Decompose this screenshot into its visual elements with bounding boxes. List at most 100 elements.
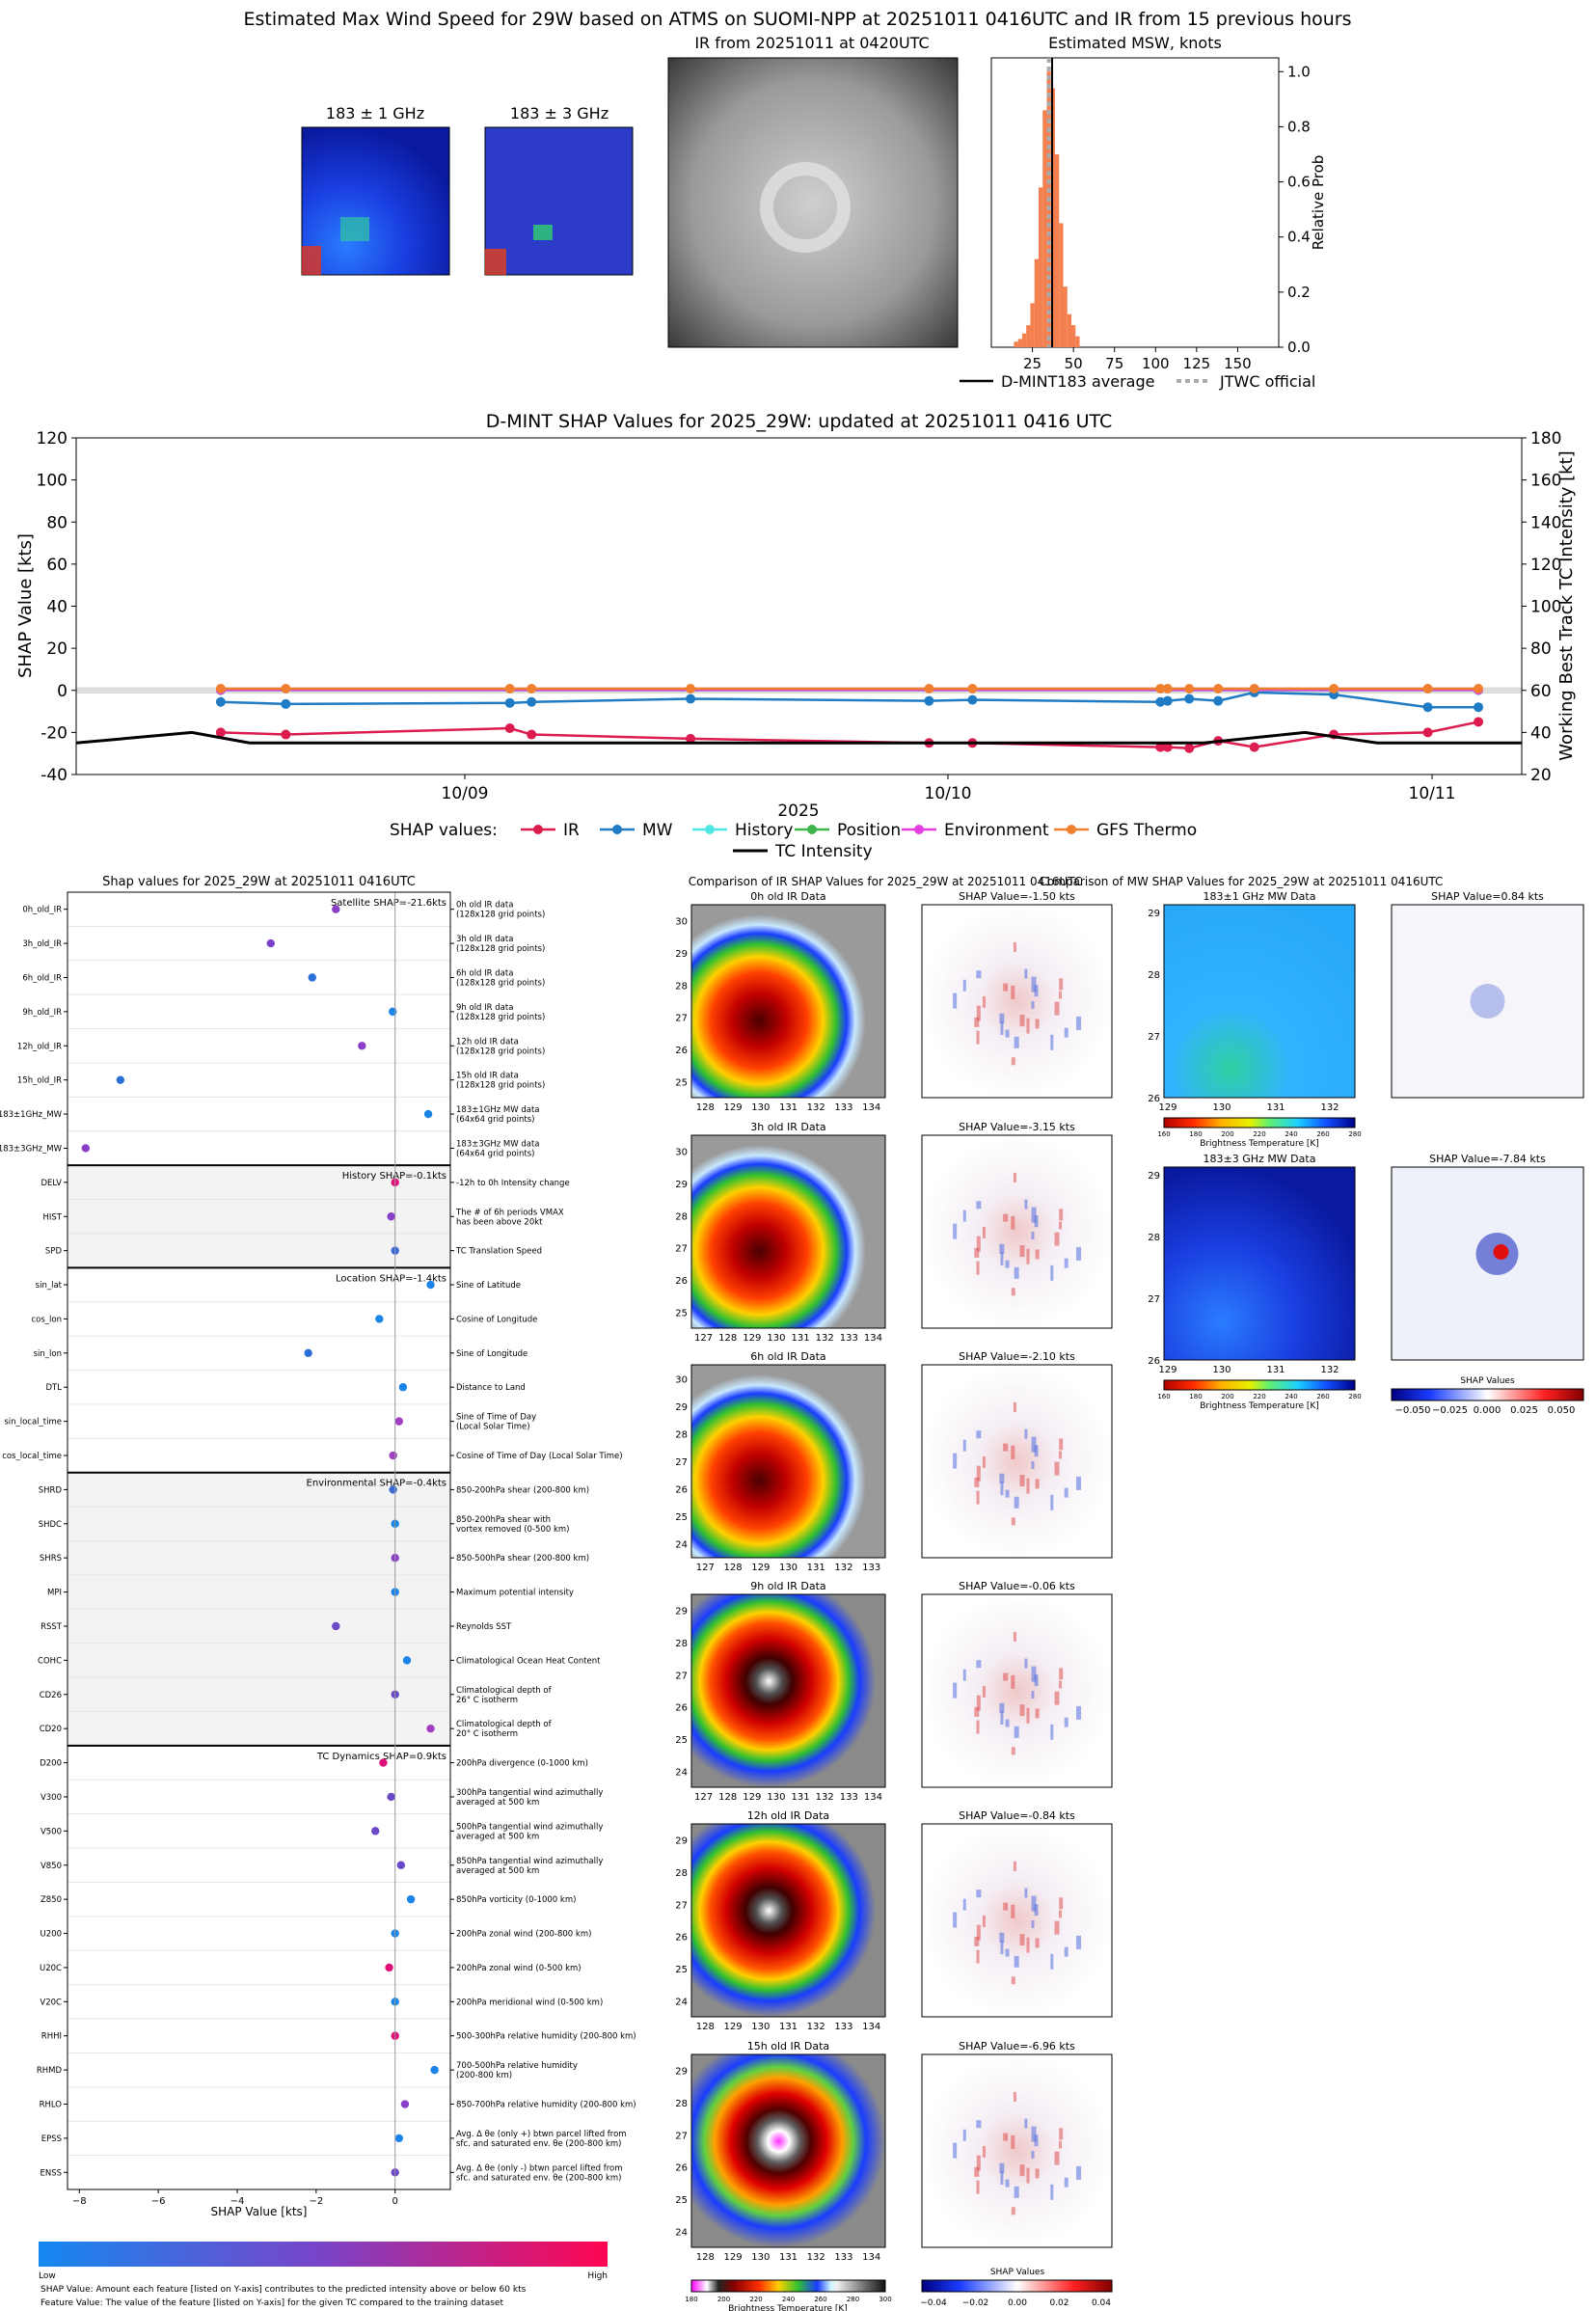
shap-speckle xyxy=(953,1223,958,1239)
ir-thumb-title: IR from 20251011 at 0420UTC xyxy=(694,34,929,52)
hist-title: Estimated MSW, knots xyxy=(1048,34,1222,52)
shap-speckle xyxy=(976,1430,982,1439)
shap-speckle xyxy=(953,1453,958,1469)
series-point xyxy=(1155,684,1166,694)
series-point xyxy=(1474,684,1484,694)
series-point xyxy=(686,684,696,694)
hist-bar xyxy=(1014,341,1018,347)
ir-compare-title: Comparison of IR SHAP Values for 2025_29… xyxy=(689,875,1083,888)
shap-speckle xyxy=(1019,2164,1025,2177)
ir-lon-label: 131 xyxy=(807,1563,825,1573)
mw-shap-title: SHAP Value=-7.84 kts xyxy=(1429,1153,1546,1165)
series-point xyxy=(967,694,978,705)
mw-bt-tick: 200 xyxy=(1221,1393,1233,1400)
ir-lon-label: 132 xyxy=(834,1563,852,1573)
shap-speckle xyxy=(1026,2167,1030,2184)
feature-name: 183±3GHz_MW xyxy=(0,1144,63,1154)
feature-name: V850 xyxy=(41,1862,62,1871)
shap-speckle xyxy=(1014,1496,1019,1509)
shap-speckle xyxy=(1011,1288,1015,1296)
feature-name: DTL xyxy=(46,1383,63,1393)
feature-description: Climatological Ocean Heat Content xyxy=(456,1656,601,1666)
shap-speckle xyxy=(1011,1747,1015,1755)
shap-speckle xyxy=(962,979,966,992)
series-point xyxy=(1213,684,1224,694)
shap-speckle xyxy=(1058,2140,1062,2149)
feature-description: The # of 6h periods VMAX xyxy=(455,1208,564,1217)
ts-ylabel: SHAP Value [kts] xyxy=(15,533,36,678)
series-point xyxy=(686,733,696,744)
feat-xtick-label: −2 xyxy=(309,2196,323,2207)
feature-description: Distance to Land xyxy=(456,1383,526,1393)
shap-speckle xyxy=(1013,1401,1016,1412)
ir-bt-tick: 200 xyxy=(717,2296,730,2303)
ir-lat-label: 29 xyxy=(675,2067,688,2078)
ts-xtick-label: 10/11 xyxy=(1409,784,1456,803)
series-point xyxy=(215,684,226,694)
shap-speckle xyxy=(1031,1207,1037,1223)
shap-speckle xyxy=(999,1702,1005,1713)
group-label: Location SHAP=-1.4kts xyxy=(336,1273,446,1284)
shap-point xyxy=(396,1861,406,1869)
ir-shap-tick: −0.02 xyxy=(962,2298,989,2308)
ir-lon-label: 128 xyxy=(696,1102,715,1113)
feature-description: 200hPa zonal wind (200-800 km) xyxy=(456,1930,591,1940)
mw-bt-tick: 220 xyxy=(1253,1130,1265,1138)
ir-lon-label: 134 xyxy=(864,1792,882,1803)
ir-bt-tick: 220 xyxy=(749,2296,762,2303)
legend-label: History xyxy=(735,821,793,840)
mw-bt-tick: 240 xyxy=(1285,1393,1297,1400)
shap-speckle xyxy=(1013,1861,1016,1871)
ir-image xyxy=(690,2053,886,2248)
feature-panel-title: Shap values for 2025_29W at 20251011 041… xyxy=(102,875,416,889)
feature-description: averaged at 500 km xyxy=(456,1832,539,1841)
feature-name: CD26 xyxy=(40,1691,62,1700)
series-point xyxy=(504,723,515,734)
ir-shap-colorbar xyxy=(921,2279,1113,2293)
feature-name: Z850 xyxy=(41,1895,62,1905)
feature-description: 850-200hPa shear (200-800 km) xyxy=(456,1485,589,1495)
shap-speckle xyxy=(1003,2133,1009,2141)
series-point xyxy=(1155,696,1166,707)
feature-name: 12h_old_IR xyxy=(17,1042,62,1051)
feature-description: Avg. Δ θe (only -) btwn parcel lifted fr… xyxy=(456,2163,623,2173)
feature-name: U20C xyxy=(40,1964,62,1973)
shap-speckle xyxy=(1013,2091,1016,2102)
ir-data-title: 6h old IR Data xyxy=(750,1350,825,1363)
shap-speckle xyxy=(1050,1724,1054,1740)
legend-label: Environment xyxy=(944,821,1049,840)
ir-lat-label: 27 xyxy=(675,1671,688,1681)
ir-bt-tick: 280 xyxy=(847,2296,859,2303)
feature-description: 500-300hPa relative humidity (200-800 km… xyxy=(456,2032,636,2042)
shap-speckle xyxy=(1035,2168,1040,2179)
ir-data-title: 3h old IR Data xyxy=(750,1121,825,1133)
shap-speckle xyxy=(1019,1245,1025,1258)
hist-bar xyxy=(1054,154,1060,347)
hist-bar xyxy=(1017,339,1022,347)
hist-xtick-label: 125 xyxy=(1183,355,1211,372)
shap-speckle xyxy=(1050,1264,1054,1281)
shap-speckle xyxy=(1076,1705,1082,1720)
shap-point xyxy=(389,1485,397,1494)
shap-speckle xyxy=(1058,1680,1062,1689)
feature-name: sin_lat xyxy=(36,1281,63,1291)
shap-speckle xyxy=(976,1660,982,1669)
shap-point xyxy=(387,1212,395,1221)
feature-name: V300 xyxy=(41,1793,62,1803)
feature-description: (128x128 grid points) xyxy=(456,978,545,988)
series-point xyxy=(504,684,515,694)
shap-speckle xyxy=(1035,1479,1040,1489)
ir-lon-label: 130 xyxy=(751,2252,770,2263)
hist-xtick-label: 100 xyxy=(1142,355,1170,372)
feature-description: Cosine of Longitude xyxy=(456,1315,537,1324)
shap-point xyxy=(402,1656,412,1665)
ir-data-title: 9h old IR Data xyxy=(750,1580,825,1592)
shap-speckle xyxy=(974,1477,980,1487)
mw-shap-tick: 0.000 xyxy=(1474,1405,1501,1416)
feature-description: Sine of Longitude xyxy=(456,1349,527,1359)
mw-lon-label: 132 xyxy=(1320,1102,1339,1113)
mw-shap-title: SHAP Value=0.84 kts xyxy=(1431,890,1544,903)
mw-bt-tick: 260 xyxy=(1316,1130,1329,1138)
shap-speckle xyxy=(1003,983,1009,992)
ir-lat-label: 24 xyxy=(675,1767,688,1778)
